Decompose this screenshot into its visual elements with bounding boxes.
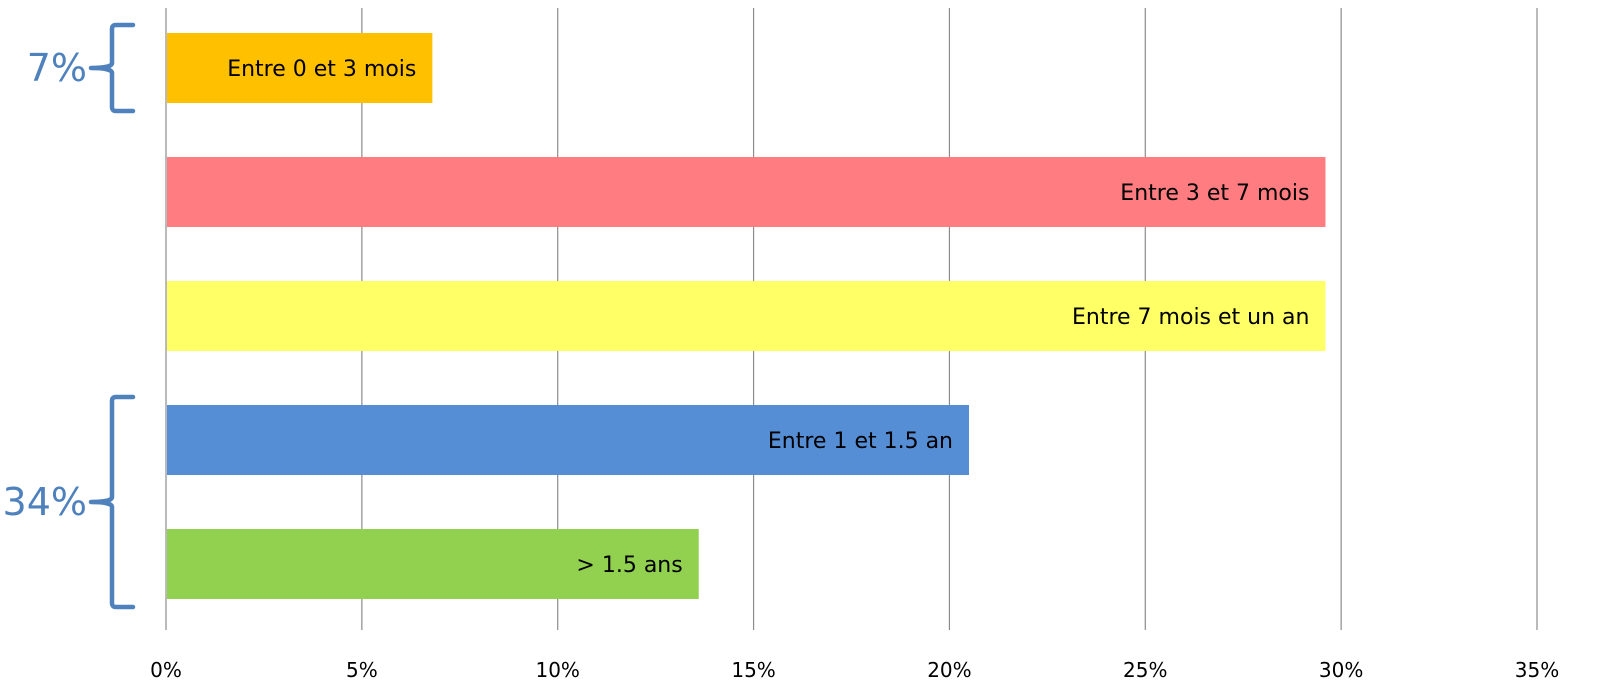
bar-1-5-ans bbox=[167, 529, 699, 599]
x-tick-label: 15% bbox=[731, 658, 775, 682]
x-tick-label: 30% bbox=[1319, 658, 1363, 682]
bracket-annotations: 7% 34% bbox=[3, 22, 136, 610]
bar-entre-3-et-7-mois bbox=[167, 157, 1326, 227]
bracket-7 bbox=[88, 22, 136, 114]
bar-label-entre-3-et-7-mois: Entre 3 et 7 mois bbox=[1120, 181, 1309, 206]
x-tick-label: 5% bbox=[346, 658, 378, 682]
axes: 0% 5% 10% 15% 20% 25% 30% 35% bbox=[150, 8, 1559, 682]
bar-label-entre-0-et-3-mois: Entre 0 et 3 mois bbox=[227, 57, 416, 82]
bar-label-entre-1-et-1-5-an: Entre 1 et 1.5 an bbox=[768, 429, 953, 454]
bar-entre-7-mois-et-un-an bbox=[167, 281, 1326, 351]
bracket-34 bbox=[88, 394, 136, 610]
bar-label-entre-7-mois-et-un-an: Entre 7 mois et un an bbox=[1072, 305, 1309, 330]
bracket-label-34: 34% bbox=[3, 480, 87, 524]
x-tick-label: 20% bbox=[927, 658, 971, 682]
bracket-label-7: 7% bbox=[27, 46, 87, 90]
bar-label-1-5-ans: > 1.5 ans bbox=[576, 553, 682, 578]
bars: Entre 0 et 3 mois Entre 3 et 7 mois Entre … bbox=[167, 33, 1326, 599]
x-tick-label: 0% bbox=[150, 658, 182, 682]
x-tick-label: 35% bbox=[1515, 658, 1559, 682]
bar-entre-1-et-1-5-an bbox=[167, 405, 970, 475]
x-tick-label: 25% bbox=[1123, 658, 1167, 682]
bar-entre-0-et-3-mois bbox=[167, 33, 433, 103]
x-tick-label: 10% bbox=[535, 658, 579, 682]
